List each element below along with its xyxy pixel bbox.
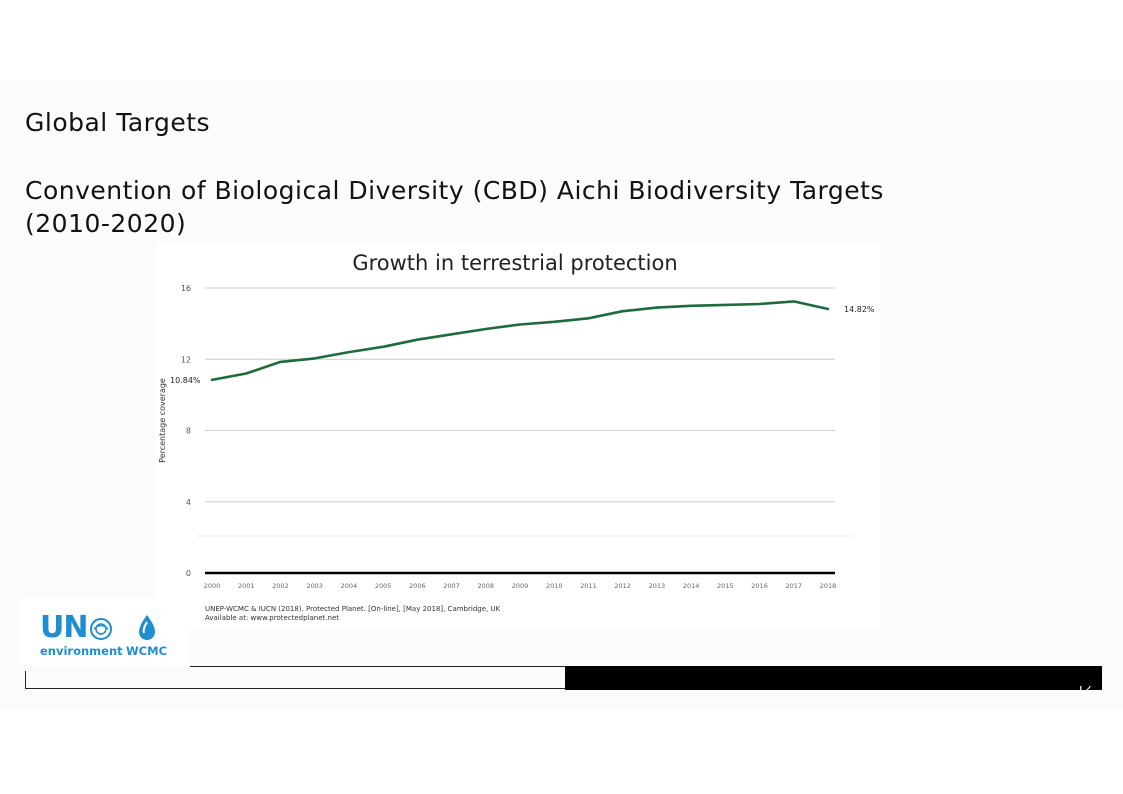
logo-wcmc-text: WCMC (126, 644, 168, 658)
data-point (416, 338, 419, 341)
x-tick-label: 2010 (546, 582, 563, 590)
x-tick-label: 2016 (751, 582, 768, 590)
x-tick-label: 2005 (375, 582, 392, 590)
footer-tick (25, 671, 26, 688)
data-point (553, 321, 556, 323)
logo-un-text: UN (40, 610, 88, 645)
data-point (313, 357, 316, 360)
x-tick-label: 2015 (717, 582, 734, 590)
y-tick-label: 0 (186, 569, 191, 578)
end-value-label: 14.82% (844, 305, 875, 314)
y-tick-label: 8 (186, 427, 191, 436)
start-value-label: 10.84% (170, 376, 201, 385)
line-chart: Growth in terrestrial protection 0 4 8 12 16 P… (158, 251, 875, 622)
x-tick-label: 2013 (649, 582, 666, 590)
un-environment-wcmc-logo: UN environment WCMC (18, 598, 190, 666)
data-point (279, 361, 282, 363)
y-tick-label: 12 (181, 355, 191, 364)
data-point (758, 303, 761, 305)
x-tick-label: 2009 (512, 582, 529, 590)
x-tick-label: 2006 (409, 582, 426, 590)
data-point (827, 308, 829, 310)
logo-environment-text: environment (40, 644, 123, 658)
y-axis-label: Percentage coverage (158, 378, 167, 463)
chart-title: Growth in terrestrial protection (352, 251, 677, 275)
slide-heading: Global Targets (25, 108, 211, 137)
data-point (245, 372, 248, 375)
footer-divider-top (190, 666, 565, 667)
x-tick-label: 2012 (614, 582, 631, 590)
source-url: Available at: www.protectedplanet.net (205, 614, 339, 622)
data-point (348, 351, 350, 353)
data-point (211, 379, 213, 381)
data-point (382, 345, 384, 348)
x-tick-label: 2007 (443, 582, 460, 590)
footer-bar: 12 (565, 666, 1102, 690)
data-point (792, 300, 795, 303)
chart-image: Growth in terrestrial protection 0 4 8 12 16 P… (155, 243, 880, 628)
x-tick-label: 2017 (786, 582, 803, 590)
wcmc-emblem-icon (139, 615, 155, 640)
data-point (656, 306, 658, 309)
page-number: 12 (1077, 686, 1092, 690)
footer-divider (25, 688, 565, 689)
x-tick-label: 2008 (478, 582, 495, 590)
x-tick-label: 2018 (820, 582, 837, 590)
data-point (450, 333, 453, 336)
data-point (724, 304, 727, 306)
data-point (690, 305, 692, 307)
x-tick-label: 2004 (341, 582, 358, 590)
slide-subheading: Convention of Biological Diversity (CBD)… (25, 176, 884, 238)
x-tick-label: 2000 (204, 582, 221, 590)
data-point (519, 323, 521, 326)
series-line (210, 300, 830, 382)
y-tick-label: 4 (186, 498, 191, 507)
data-point (587, 317, 590, 320)
x-tick-label: 2001 (238, 582, 255, 590)
data-point (484, 328, 487, 330)
data-point (621, 310, 624, 312)
x-tick-label: 2014 (683, 582, 700, 590)
un-emblem-icon (90, 618, 112, 640)
x-tick-label: 2003 (306, 582, 323, 590)
source-citation: UNEP-WCMC & IUCN (2018). Protected Plane… (205, 605, 501, 613)
x-tick-label: 2011 (580, 582, 597, 590)
y-tick-label: 16 (181, 284, 191, 293)
x-tick-label: 2002 (272, 582, 289, 590)
